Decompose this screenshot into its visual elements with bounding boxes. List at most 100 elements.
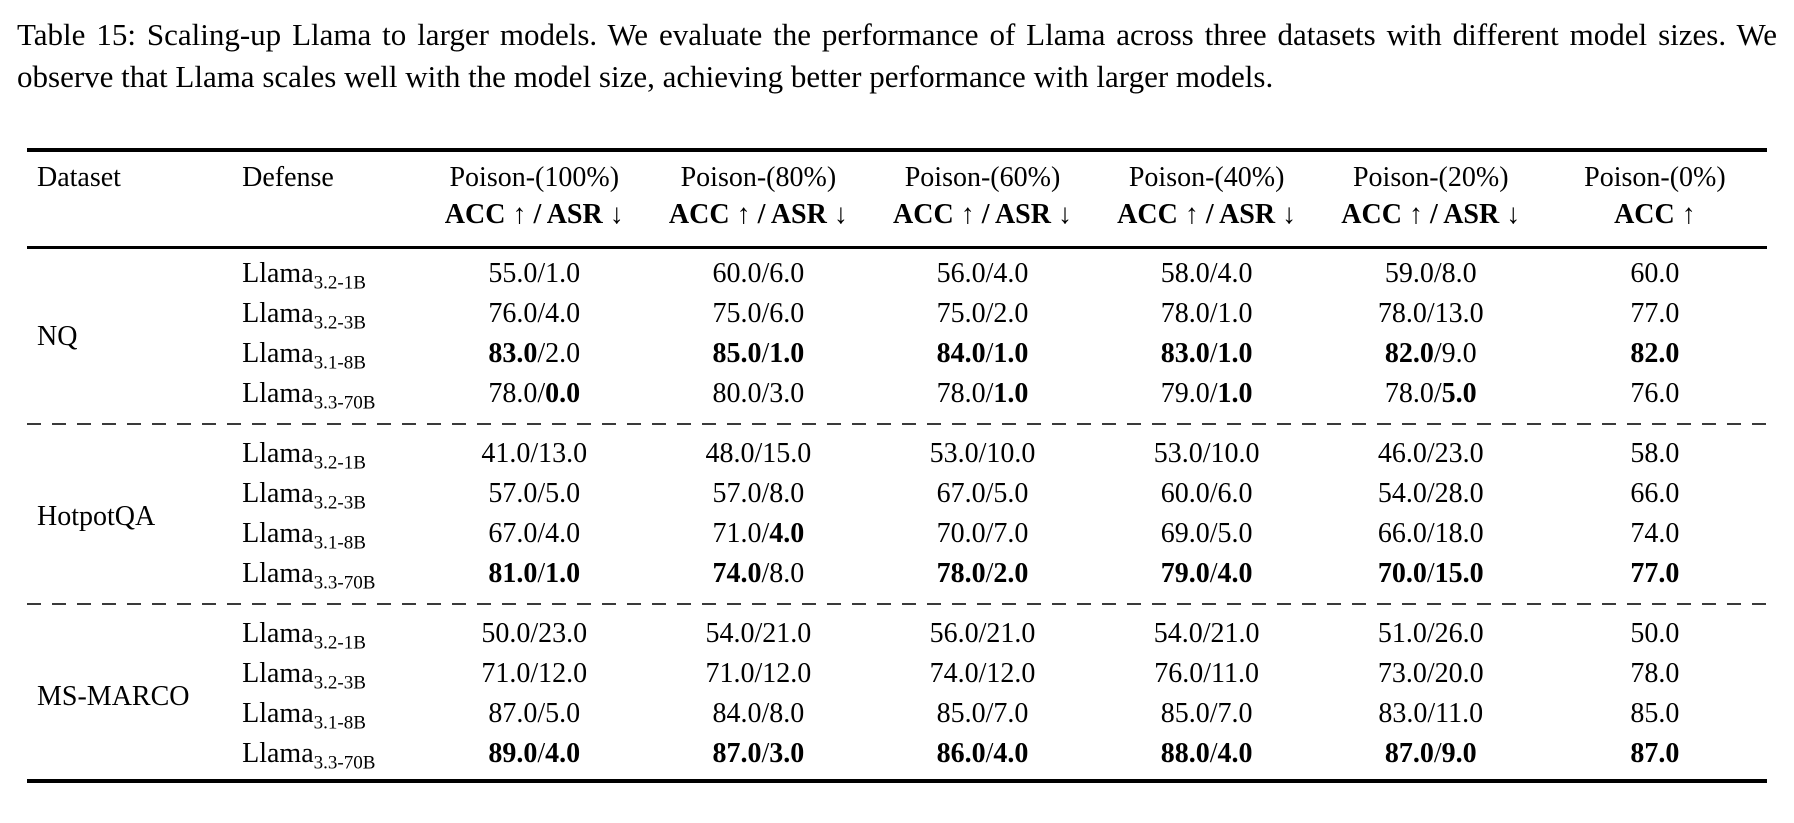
model-label: Llama3.2-3B (242, 478, 366, 514)
metric-cell: 71.0/12.0 (705, 658, 812, 689)
group-separator (27, 419, 1767, 429)
metric-cell: 71.0/12.0 (481, 658, 588, 689)
metric-cell: 78.0/2.0 (936, 558, 1029, 589)
metric-cell: 84.0/1.0 (936, 338, 1029, 369)
metric-cell: 76.0/11.0 (1154, 658, 1260, 689)
table-row: MS-MARCO Llama3.2-1B 50.0/23.0 54.0/21.0… (27, 609, 1767, 712)
dataset-label-nq: NQ (37, 320, 78, 352)
metric-cell: 57.0/5.0 (488, 478, 581, 509)
table-row: Llama3.1-8B 87.0/5.0 84.0/8.0 85.0/7.0 8… (27, 694, 1767, 734)
subheader-acc: ACC ↑ (1614, 199, 1696, 230)
metric-cell: 74.0 (1630, 518, 1680, 549)
col-header-poison-80: Poison-(80%) (680, 162, 837, 193)
model-size-subscript: 3.1-8B (313, 532, 366, 554)
metric-cell: 56.0/4.0 (936, 258, 1029, 289)
table-row: Llama3.3-70B 89.0/4.0 87.0/3.0 86.0/4.0 … (27, 734, 1767, 781)
model-label: Llama3.3-70B (242, 378, 376, 414)
metric-cell: 54.0/21.0 (1153, 618, 1260, 649)
model-size-subscript: 3.1-8B (313, 712, 366, 734)
metric-cell: 83.0/1.0 (1160, 338, 1253, 369)
model-size-subscript: 3.2-1B (313, 632, 366, 654)
model-label: Llama3.2-1B (242, 618, 366, 654)
metric-cell: 75.0/2.0 (936, 298, 1029, 329)
metric-cell: 89.0/4.0 (488, 738, 581, 769)
header-row-top: Dataset Defense Poison-(100%) Poison-(80… (27, 150, 1767, 196)
metric-cell: 87.0/5.0 (488, 698, 581, 729)
metric-cell: 46.0/23.0 (1377, 438, 1484, 469)
header-row-metrics: ACC ↑ / ASR ↓ ACC ↑ / ASR ↓ ACC ↑ / ASR … (27, 196, 1767, 248)
table-header: Dataset Defense Poison-(100%) Poison-(80… (27, 150, 1767, 248)
table-row: Llama3.2-3B 71.0/12.0 71.0/12.0 74.0/12.… (27, 654, 1767, 694)
metric-cell: 83.0/11.0 (1378, 698, 1484, 729)
metric-cell: 58.0 (1630, 438, 1680, 469)
table-row: Llama3.1-8B 83.0/2.0 85.0/1.0 84.0/1.0 8… (27, 334, 1767, 374)
metric-cell: 75.0/6.0 (712, 298, 805, 329)
dataset-label-hotpotqa: HotpotQA (37, 500, 156, 532)
model-size-subscript: 3.3-70B (313, 392, 376, 414)
metric-cell: 60.0 (1630, 258, 1680, 289)
metric-cell: 80.0/3.0 (712, 378, 805, 409)
col-header-poison-0: Poison-(0%) (1584, 162, 1726, 193)
metric-cell: 78.0 (1630, 658, 1680, 689)
table-row: HotpotQA Llama3.2-1B 41.0/13.0 48.0/15.0… (27, 429, 1767, 532)
metric-cell: 78.0/5.0 (1384, 378, 1477, 409)
metric-cell: 60.0/6.0 (712, 258, 805, 289)
table-row: Llama3.3-70B 78.0/0.0 80.0/3.0 78.0/1.0 … (27, 374, 1767, 419)
group-msmarco: MS-MARCO Llama3.2-1B 50.0/23.0 54.0/21.0… (27, 609, 1767, 781)
model-label: Llama3.2-3B (242, 658, 366, 694)
group-separator (27, 599, 1767, 609)
metric-cell: 77.0 (1630, 558, 1680, 589)
model-size-subscript: 3.3-70B (313, 752, 376, 774)
metric-cell: 57.0/8.0 (712, 478, 805, 509)
model-size-subscript: 3.1-8B (313, 352, 366, 374)
metric-cell: 85.0/7.0 (936, 698, 1029, 729)
subheader-acc-asr: ACC ↑ / ASR ↓ (1117, 199, 1297, 230)
results-table: Dataset Defense Poison-(100%) Poison-(80… (27, 148, 1767, 783)
metric-cell: 54.0/21.0 (705, 618, 812, 649)
metric-cell: 50.0/23.0 (481, 618, 588, 649)
col-header-defense: Defense (242, 162, 334, 193)
metric-cell: 54.0/28.0 (1377, 478, 1484, 509)
model-size-subscript: 3.2-3B (313, 492, 366, 514)
metric-cell: 71.0/4.0 (712, 518, 805, 549)
metric-cell: 53.0/10.0 (929, 438, 1036, 469)
metric-cell: 87.0/3.0 (712, 738, 805, 769)
metric-cell: 85.0 (1630, 698, 1680, 729)
metric-cell: 50.0 (1630, 618, 1680, 649)
dataset-label-msmarco: MS-MARCO (37, 680, 190, 712)
metric-cell: 81.0/1.0 (488, 558, 581, 589)
metric-cell: 84.0/8.0 (712, 698, 805, 729)
model-size-subscript: 3.2-1B (313, 452, 366, 474)
metric-cell: 87.0 (1630, 738, 1680, 769)
table-row: NQ Llama3.2-1B 55.0/1.0 60.0/6.0 56.0/4.… (27, 248, 1767, 352)
metric-cell: 79.0/1.0 (1160, 378, 1253, 409)
table-row: Llama3.2-3B 76.0/4.0 75.0/6.0 75.0/2.0 7… (27, 294, 1767, 334)
metric-cell: 53.0/10.0 (1153, 438, 1260, 469)
metric-cell: 51.0/26.0 (1377, 618, 1484, 649)
metric-cell: 76.0/4.0 (488, 298, 581, 329)
metric-cell: 70.0/7.0 (936, 518, 1029, 549)
metric-cell: 66.0/18.0 (1377, 518, 1484, 549)
table-row: Llama3.3-70B 81.0/1.0 74.0/8.0 78.0/2.0 … (27, 554, 1767, 599)
metric-cell: 41.0/13.0 (481, 438, 588, 469)
metric-cell: 67.0/4.0 (488, 518, 581, 549)
model-label: Llama3.2-3B (242, 298, 366, 334)
metric-cell: 85.0/7.0 (1160, 698, 1253, 729)
col-header-poison-100: Poison-(100%) (449, 162, 620, 193)
col-header-poison-20: Poison-(20%) (1352, 162, 1509, 193)
metric-cell: 78.0/1.0 (936, 378, 1029, 409)
metric-cell: 66.0 (1630, 478, 1680, 509)
metric-cell: 55.0/1.0 (488, 258, 581, 289)
col-header-poison-60: Poison-(60%) (904, 162, 1061, 193)
model-label: Llama3.3-70B (242, 558, 376, 594)
metric-cell: 87.0/9.0 (1384, 738, 1477, 769)
table-row: Llama3.2-3B 57.0/5.0 57.0/8.0 67.0/5.0 6… (27, 474, 1767, 514)
metric-cell: 79.0/4.0 (1160, 558, 1253, 589)
metric-cell: 74.0/8.0 (712, 558, 805, 589)
table-caption: Table 15: Scaling-up Llama to larger mod… (17, 17, 1777, 94)
metric-cell: 82.0/9.0 (1384, 338, 1477, 369)
metric-cell: 60.0/6.0 (1160, 478, 1253, 509)
model-label: Llama3.3-70B (242, 738, 376, 774)
col-header-poison-40: Poison-(40%) (1128, 162, 1285, 193)
subheader-acc-asr: ACC ↑ / ASR ↓ (1341, 199, 1521, 230)
